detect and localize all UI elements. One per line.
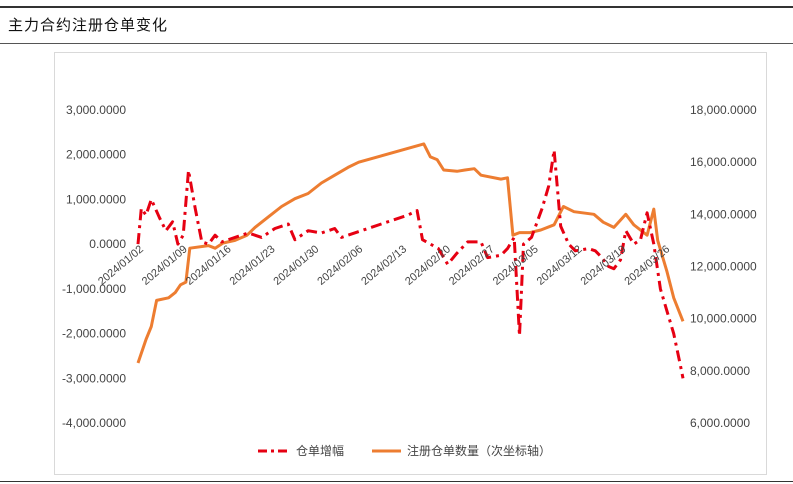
x-tick-label: 2024/01/16 <box>184 243 234 288</box>
x-tick-label: 2024/02/06 <box>315 243 365 288</box>
bottom-rule <box>0 481 793 482</box>
right-tick-label: 18,000.0000 <box>690 103 757 117</box>
left-tick-label: 2,000.0000 <box>66 148 126 162</box>
x-tick-label: 2024/01/23 <box>228 243 278 288</box>
legend-label-registered: 注册仓单数量（次坐标轴） <box>407 443 551 458</box>
right-tick-label: 8,000.0000 <box>690 364 750 378</box>
left-axis-ticks: 3,000.0000 2,000.0000 1,000.0000 0.0000 -1,0… <box>62 103 126 430</box>
top-rule <box>0 6 793 8</box>
series-lines <box>136 142 685 379</box>
series-line-increase <box>136 148 685 379</box>
right-tick-label: 14,000.0000 <box>690 207 757 221</box>
x-tick-label: 2024/01/30 <box>271 243 321 288</box>
x-tick-label: 2024/02/27 <box>447 243 497 288</box>
left-tick-label: -2,000.0000 <box>62 327 126 341</box>
chart-title: 主力合约注册仓单变化 <box>8 16 169 34</box>
right-tick-label: 16,000.0000 <box>690 155 757 169</box>
series-line-registered <box>136 142 685 364</box>
right-tick-label: 12,000.0000 <box>690 260 757 274</box>
chart-frame <box>54 52 767 475</box>
legend: 仓单增幅 注册仓单数量（次坐标轴） <box>258 443 551 458</box>
left-tick-label: -1,000.0000 <box>62 282 126 296</box>
right-tick-label: 6,000.0000 <box>690 416 750 430</box>
x-tick-label: 2024/01/09 <box>140 243 190 288</box>
right-axis-ticks: 18,000.0000 16,000.0000 14,000.0000 12,000.… <box>690 103 757 430</box>
left-tick-label: 0.0000 <box>89 237 126 251</box>
x-tick-label: 2024/02/13 <box>359 243 409 288</box>
left-tick-label: 3,000.0000 <box>66 103 126 117</box>
title-divider <box>0 43 793 44</box>
left-tick-label: -4,000.0000 <box>62 416 126 430</box>
legend-label-increase: 仓单增幅 <box>296 443 344 458</box>
right-tick-label: 10,000.0000 <box>690 312 757 326</box>
left-tick-label: 1,000.0000 <box>66 192 126 206</box>
left-tick-label: -3,000.0000 <box>62 371 126 385</box>
x-tick-label: 2024/03/12 <box>535 243 585 288</box>
x-tick-label: 2024/02/20 <box>403 243 453 288</box>
